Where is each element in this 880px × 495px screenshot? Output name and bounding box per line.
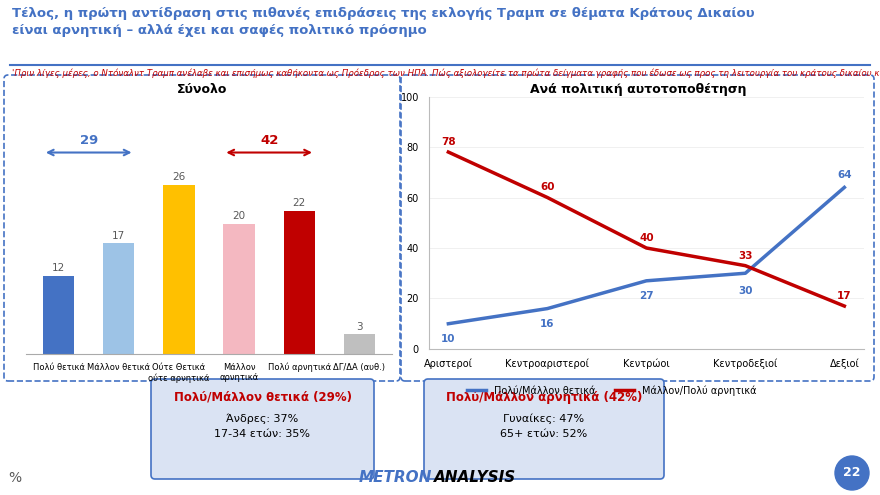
Text: 17: 17 (112, 231, 126, 241)
Text: 17-34 ετών: 35%: 17-34 ετών: 35% (215, 429, 311, 439)
Text: Άνδρες: 37%: Άνδρες: 37% (226, 413, 298, 424)
Bar (344, 335, 375, 354)
Text: 64: 64 (837, 170, 852, 180)
Text: 27: 27 (639, 291, 654, 301)
FancyBboxPatch shape (4, 75, 400, 381)
Text: 22: 22 (292, 198, 306, 208)
Bar (43, 276, 74, 354)
FancyBboxPatch shape (424, 379, 664, 479)
Text: 42: 42 (260, 134, 278, 148)
Text: 65+ ετών: 52%: 65+ ετών: 52% (501, 429, 588, 439)
Text: 29: 29 (79, 134, 98, 148)
Text: 12: 12 (52, 263, 65, 273)
Text: Γυναίκες: 47%: Γυναίκες: 47% (503, 413, 584, 424)
FancyBboxPatch shape (401, 75, 874, 381)
Text: 10: 10 (441, 334, 456, 344)
Text: 33: 33 (738, 250, 752, 260)
Text: Τέλος, η πρώτη αντίδραση στις πιθανές επιδράσεις της εκλογής Τραμπ σε θέματα Κρά: Τέλος, η πρώτη αντίδραση στις πιθανές επ… (12, 7, 755, 37)
Text: Ανά πολιτική αυτοτοποθέτηση: Ανά πολιτική αυτοτοποθέτηση (530, 83, 746, 96)
Bar (103, 244, 135, 354)
Text: METRON: METRON (359, 470, 432, 485)
FancyBboxPatch shape (151, 379, 374, 479)
Legend: Πολύ/Μάλλον θετικά, Μάλλον/Πολύ αρνητικά: Πολύ/Μάλλον θετικά, Μάλλον/Πολύ αρνητικά (463, 381, 760, 399)
Text: %: % (8, 471, 21, 485)
Text: 17: 17 (837, 291, 852, 301)
Bar (283, 211, 315, 354)
Text: 40: 40 (639, 233, 654, 243)
Text: 26: 26 (172, 172, 186, 182)
Text: 16: 16 (540, 319, 554, 329)
Bar (224, 224, 254, 354)
Text: Πολύ/Μάλλον θετικά (29%): Πολύ/Μάλλον θετικά (29%) (173, 391, 351, 404)
Text: ANALYSIS: ANALYSIS (434, 470, 517, 485)
Text: Πολύ/Μάλλον αρνητικά (42%): Πολύ/Μάλλον αρνητικά (42%) (446, 391, 642, 404)
Text: 22: 22 (843, 466, 861, 480)
Circle shape (835, 456, 869, 490)
Text: 30: 30 (738, 286, 752, 296)
Text: 'Πριν λίγες μέρες, ο Ντόναλντ Τραμπ ανέλαβε και επισήμως καθήκοντα ως Πρόεδρος τ: 'Πριν λίγες μέρες, ο Ντόναλντ Τραμπ ανέλ… (12, 68, 880, 78)
Bar (164, 185, 194, 354)
Text: 20: 20 (232, 211, 246, 221)
Text: 78: 78 (441, 137, 456, 147)
Text: Σύνολο: Σύνολο (177, 83, 227, 96)
Text: 3: 3 (356, 322, 363, 332)
Text: 60: 60 (540, 183, 554, 193)
